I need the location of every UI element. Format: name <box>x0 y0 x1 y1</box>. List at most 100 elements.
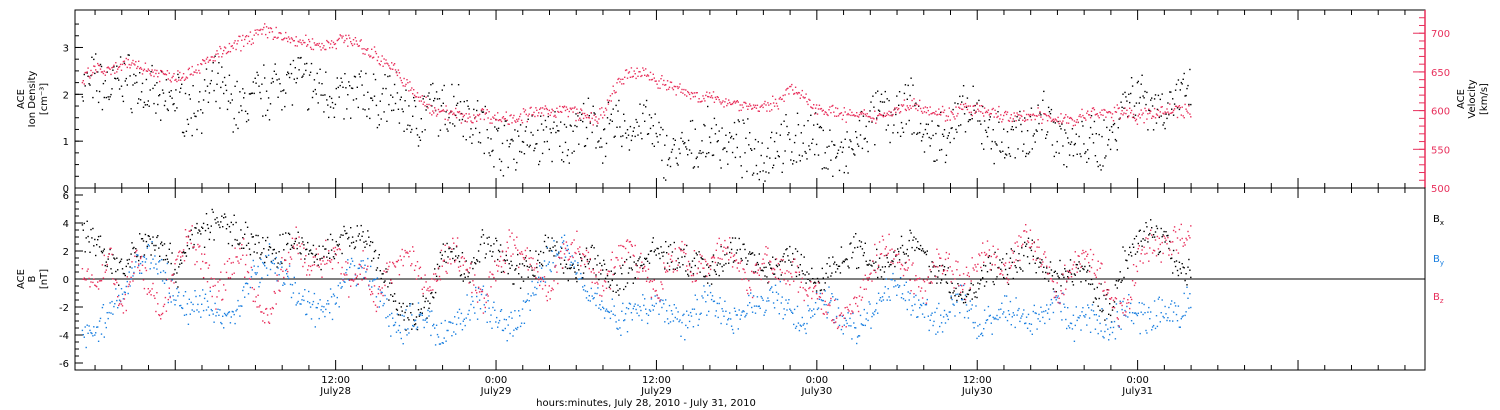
data-point <box>1086 161 1088 163</box>
data-point <box>200 109 202 111</box>
data-point <box>915 108 917 110</box>
data-point <box>487 300 489 302</box>
data-point <box>694 294 696 296</box>
data-point <box>864 137 866 140</box>
data-point <box>715 98 717 100</box>
data-point <box>1026 327 1029 329</box>
data-point <box>769 110 771 112</box>
data-point <box>247 119 250 121</box>
data-point <box>657 247 659 250</box>
data-point <box>1121 110 1123 112</box>
data-point <box>88 83 90 85</box>
data-point <box>217 221 219 223</box>
data-point <box>621 310 623 312</box>
data-point <box>1029 330 1032 332</box>
data-point <box>1096 319 1098 321</box>
data-point <box>110 268 112 270</box>
data-point <box>1100 169 1102 171</box>
data-point <box>1174 265 1177 268</box>
data-point <box>937 331 939 333</box>
data-point <box>646 133 649 135</box>
data-point <box>601 146 603 148</box>
data-point <box>1149 109 1151 112</box>
data-point <box>958 295 960 297</box>
data-point <box>579 117 581 119</box>
data-point <box>990 269 992 271</box>
data-point <box>904 299 907 302</box>
data-point <box>753 106 756 108</box>
data-point <box>315 306 317 309</box>
data-point <box>300 41 302 44</box>
data-point <box>758 305 760 307</box>
data-point <box>952 108 954 111</box>
data-point <box>516 161 518 164</box>
data-point <box>968 111 970 114</box>
data-point <box>802 142 804 144</box>
data-point <box>609 119 612 121</box>
data-point <box>209 290 211 292</box>
data-point <box>117 307 119 309</box>
data-point <box>564 141 567 144</box>
data-point <box>1130 92 1132 95</box>
data-point <box>927 315 929 317</box>
data-point <box>322 94 324 96</box>
b-axis-title-line1: ACE <box>16 269 27 289</box>
data-point <box>612 85 614 87</box>
data-point <box>857 145 860 147</box>
data-point <box>983 115 985 117</box>
data-point <box>962 291 964 293</box>
data-point <box>398 72 401 74</box>
data-point <box>107 66 109 68</box>
data-point <box>253 92 255 95</box>
data-point <box>373 46 376 48</box>
data-point <box>973 109 975 111</box>
data-point <box>639 306 641 308</box>
data-point <box>562 106 565 109</box>
data-point <box>804 150 806 153</box>
data-point <box>308 74 311 76</box>
data-point <box>184 229 187 231</box>
data-point <box>1187 84 1189 87</box>
data-point <box>429 112 431 114</box>
data-point <box>337 284 339 287</box>
data-point <box>93 65 95 67</box>
data-point <box>909 229 911 232</box>
data-point <box>738 120 740 123</box>
data-point <box>1172 272 1174 274</box>
data-point <box>97 239 99 241</box>
data-point <box>180 259 182 261</box>
data-point <box>1115 111 1118 113</box>
data-point <box>1104 330 1106 333</box>
data-point <box>129 75 131 77</box>
data-point <box>620 135 622 138</box>
data-point <box>165 279 168 281</box>
data-point <box>566 267 569 270</box>
data-point <box>1003 128 1005 130</box>
data-point <box>980 111 982 113</box>
data-point <box>191 233 193 236</box>
data-point <box>735 314 738 316</box>
data-point <box>806 271 808 273</box>
data-point <box>445 105 447 107</box>
data-point <box>712 154 715 156</box>
data-point <box>1079 270 1081 272</box>
data-point <box>667 322 670 325</box>
data-point <box>848 267 850 269</box>
data-point <box>1049 117 1052 119</box>
data-point <box>313 261 316 263</box>
data-point <box>852 114 854 117</box>
data-point <box>1174 105 1177 107</box>
data-point <box>827 311 829 314</box>
data-point <box>318 245 320 247</box>
data-point <box>355 40 358 42</box>
data-point <box>878 257 881 259</box>
data-point <box>582 277 584 279</box>
data-point <box>94 65 96 68</box>
data-point <box>941 133 944 135</box>
data-point <box>259 304 261 307</box>
data-point <box>95 285 97 287</box>
data-point <box>230 221 232 224</box>
data-point <box>832 296 834 298</box>
data-point <box>857 267 860 269</box>
data-point <box>610 113 612 115</box>
